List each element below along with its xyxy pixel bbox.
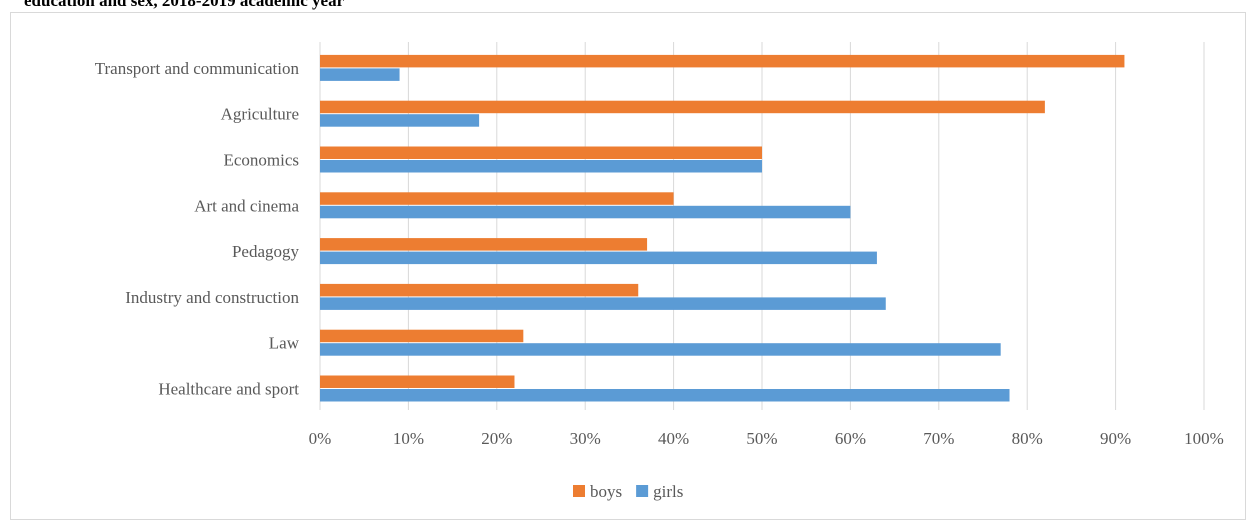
- bar-girls: [320, 343, 1001, 356]
- x-tick-label: 60%: [835, 429, 866, 448]
- bar-girls: [320, 251, 877, 265]
- chart-title: education and sex, 2018-2019 academic ye…: [24, 0, 345, 10]
- bar-boys: [320, 54, 1125, 68]
- bar-girls: [320, 68, 400, 81]
- legend-label-boys: boys: [590, 482, 622, 501]
- category-label: Art and cinema: [194, 196, 299, 215]
- bar-girls: [320, 205, 851, 219]
- x-tick-label: 10%: [393, 429, 424, 448]
- category-label: Industry and construction: [125, 288, 299, 307]
- x-tick-label: 40%: [658, 429, 689, 448]
- category-label: Law: [269, 334, 300, 353]
- x-tick-label: 100%: [1184, 429, 1224, 448]
- bar-boys: [320, 146, 762, 159]
- legend-label-girls: girls: [653, 482, 683, 501]
- bar-boys: [320, 192, 674, 205]
- x-tick-label: 20%: [481, 429, 512, 448]
- bar-girls: [320, 389, 1010, 402]
- x-tick-label: 90%: [1100, 429, 1131, 448]
- bar-boys: [320, 283, 639, 297]
- bar-girls: [320, 160, 762, 173]
- chart-frame: [10, 12, 1246, 520]
- bar-boys: [320, 375, 515, 388]
- x-tick-label: 30%: [570, 429, 601, 448]
- category-label: Pedagogy: [232, 242, 300, 261]
- bar-girls: [320, 297, 886, 310]
- category-label: Transport and communication: [95, 59, 300, 78]
- x-tick-label: 50%: [746, 429, 777, 448]
- x-tick-label: 80%: [1012, 429, 1043, 448]
- legend-swatch-girls: [636, 485, 649, 497]
- bar-boys: [320, 329, 524, 343]
- bar-girls: [320, 114, 480, 127]
- category-label: Healthcare and sport: [158, 380, 299, 399]
- category-label: Economics: [223, 151, 299, 170]
- category-label: Agriculture: [221, 105, 299, 124]
- x-tick-label: 70%: [923, 429, 954, 448]
- bar-boys: [320, 238, 648, 251]
- x-tick-label: 0%: [309, 429, 332, 448]
- legend-swatch-boys: [573, 485, 585, 497]
- bar-boys: [320, 100, 1045, 114]
